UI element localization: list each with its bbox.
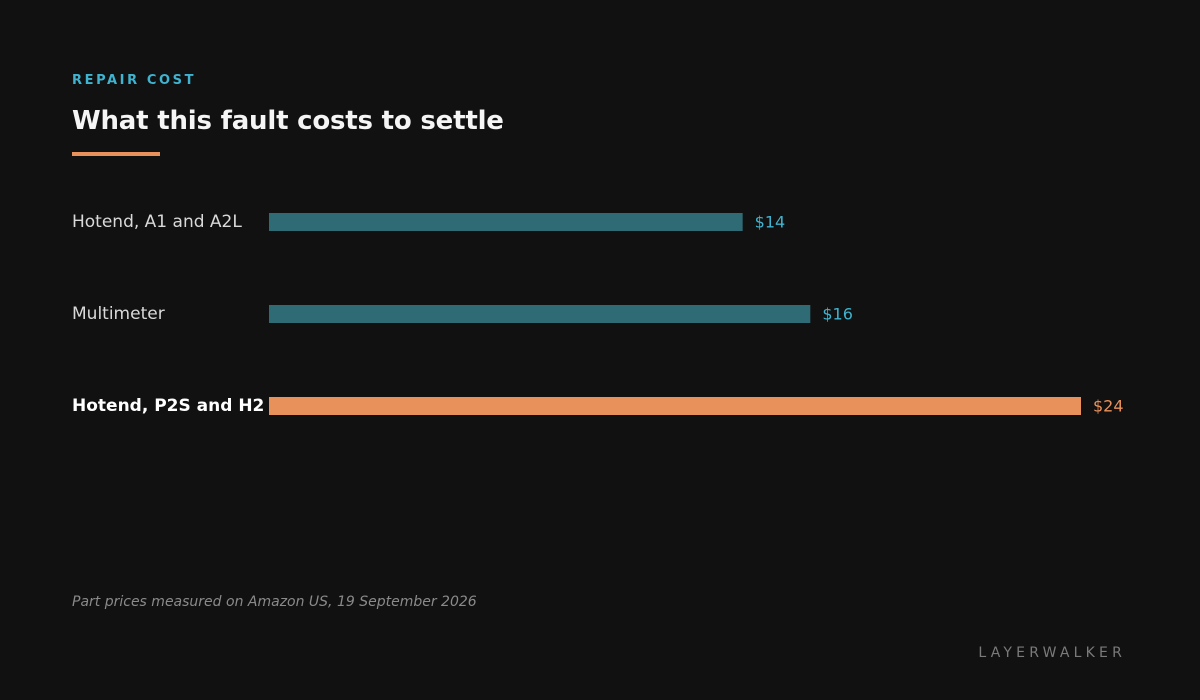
bar [269, 397, 1081, 415]
source-footnote: Part prices measured on Amazon US, 19 Se… [72, 594, 477, 610]
bar [269, 305, 811, 323]
brand-wordmark: LAYERWALKER [978, 645, 1126, 661]
chart-title: What this fault costs to settle [72, 106, 504, 136]
category-label: Multimeter [72, 304, 165, 324]
category-label: Hotend, P2S and H2 [72, 396, 264, 416]
value-label: $24 [1093, 397, 1124, 416]
category-label: Hotend, A1 and A2L [72, 212, 242, 232]
value-label: $16 [822, 305, 853, 324]
chart-eyebrow: REPAIR COST [72, 73, 197, 88]
bar [269, 213, 743, 231]
title-underline [72, 152, 160, 156]
value-label: $14 [755, 213, 786, 232]
